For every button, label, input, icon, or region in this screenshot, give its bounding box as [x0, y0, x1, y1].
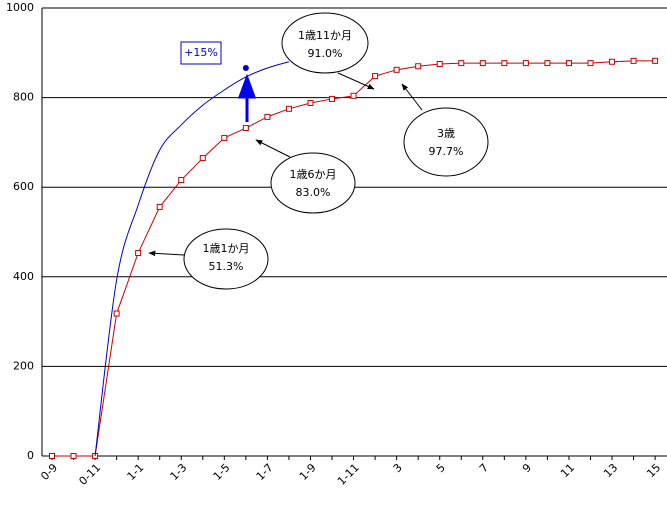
point	[501, 60, 508, 67]
x-tick-label: 0-11	[76, 461, 103, 488]
point	[350, 92, 357, 99]
label-text: +15%	[184, 46, 218, 59]
point	[285, 105, 292, 112]
x-tick-label: 1-5	[211, 461, 233, 483]
label-box	[180, 41, 222, 65]
callout-text: 1歳6か月	[290, 168, 337, 181]
arrow	[255, 139, 291, 158]
callout-text: 51.3%	[209, 260, 244, 273]
point	[49, 453, 55, 459]
annotations: 1歳11か月 91.0% 3歳 97.7% 1歳6か月 83.0% 1歳1か月 …	[148, 12, 489, 290]
point	[587, 60, 594, 67]
x-tick-label: 1-11	[335, 461, 362, 488]
series-line	[94, 61, 290, 457]
callout-text: 97.7%	[429, 145, 464, 158]
point	[242, 65, 249, 72]
point	[436, 61, 443, 67]
point	[609, 58, 616, 65]
x-tick-label: 13	[601, 461, 620, 480]
point	[652, 57, 659, 64]
x-tick-label: 1-3	[168, 461, 190, 483]
point	[221, 134, 228, 141]
callout	[281, 12, 369, 74]
y-tick-label: 0	[27, 449, 34, 462]
point	[307, 99, 314, 106]
point	[329, 95, 336, 102]
y-tick-label: 800	[13, 91, 34, 104]
plot-area: 0 200 400 600 800 1000 0-9 0-11 1-1 1-3 1-5 1-7 1-9 1…	[6, 1, 667, 488]
point	[479, 60, 486, 67]
y-tick-label: 400	[13, 270, 34, 283]
callout	[403, 107, 489, 177]
x-tick-label: 5	[434, 461, 448, 475]
arrow	[337, 72, 375, 90]
x-tick-label: 3	[391, 461, 405, 475]
point	[544, 60, 551, 67]
up-arrow	[237, 73, 257, 122]
y-tick-label: 600	[13, 180, 34, 193]
callout	[183, 228, 269, 290]
callout-text: 1歳11か月	[298, 29, 352, 42]
callout	[270, 152, 356, 214]
x-tick-label: 1-1	[125, 461, 147, 483]
x-tick-label: 1-9	[297, 461, 319, 483]
point	[242, 125, 249, 132]
arrow	[401, 83, 423, 111]
point	[458, 60, 465, 67]
point	[522, 60, 529, 67]
callout-text: 91.0%	[308, 47, 343, 60]
series-line	[52, 60, 656, 457]
x-tick-label: 7	[477, 461, 491, 475]
callout-text: 83.0%	[296, 186, 331, 199]
point	[565, 60, 572, 67]
x-tick-label: 1-7	[254, 461, 276, 483]
point	[199, 155, 206, 162]
point	[630, 57, 637, 64]
point	[156, 203, 163, 210]
point	[393, 66, 400, 73]
point	[135, 250, 142, 257]
x-tick-label: 9	[520, 461, 534, 475]
y-tick-label: 1000	[6, 1, 34, 14]
point	[372, 73, 379, 80]
point	[113, 310, 120, 317]
arrow	[148, 250, 185, 257]
x-tick-label: 11	[558, 461, 577, 480]
point	[178, 177, 185, 184]
point	[70, 453, 77, 459]
x-tick-label: 15	[644, 461, 663, 480]
x-tick-label: 0-9	[38, 461, 60, 483]
point	[415, 63, 422, 70]
callout-text: 3歳	[437, 127, 455, 140]
point	[264, 113, 271, 120]
callout-text: 1歳1か月	[203, 242, 250, 255]
y-tick-label: 200	[13, 359, 34, 372]
